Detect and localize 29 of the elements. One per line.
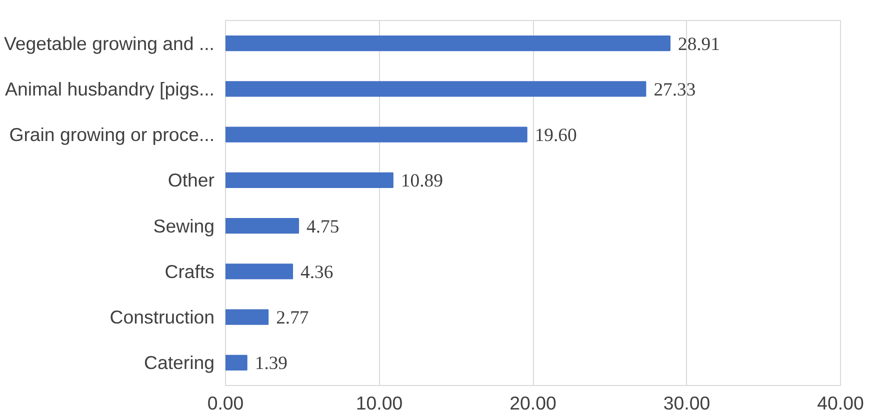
y-tick-label: Sewing <box>153 215 215 236</box>
y-tick-label: Animal husbandry [pigs... <box>5 78 215 100</box>
data-label: 4.75 <box>306 216 340 238</box>
data-label: 10.89 <box>400 170 443 192</box>
data-label: 27.33 <box>654 79 696 100</box>
bar <box>226 172 394 188</box>
data-label: 19.60 <box>534 125 577 146</box>
data-label: 1.39 <box>254 353 288 374</box>
y-tick-label: Other <box>168 170 215 191</box>
data-label: 4.36 <box>300 262 334 283</box>
y-tick-label: Crafts <box>164 260 215 282</box>
bar <box>226 81 646 97</box>
x-tick-label: 10.00 <box>356 392 403 414</box>
bar <box>226 36 670 52</box>
bar <box>226 309 269 325</box>
bar <box>226 264 294 280</box>
x-tick-label: 30.00 <box>663 392 710 414</box>
x-tick-label: 0.00 <box>207 392 244 414</box>
x-tick-label: 40.00 <box>817 392 864 414</box>
bar <box>226 354 248 370</box>
x-tick-label: 20.00 <box>510 392 556 414</box>
y-tick-label: Construction <box>110 306 214 328</box>
y-tick-label: Catering <box>144 352 215 374</box>
bar <box>226 218 300 234</box>
data-label: 2.77 <box>276 308 309 329</box>
bar <box>226 126 528 142</box>
data-label: 28.91 <box>678 34 720 55</box>
y-tick-label: Grain growing or proce... <box>9 124 215 146</box>
y-tick-label: Vegetable growing and ... <box>4 32 215 54</box>
